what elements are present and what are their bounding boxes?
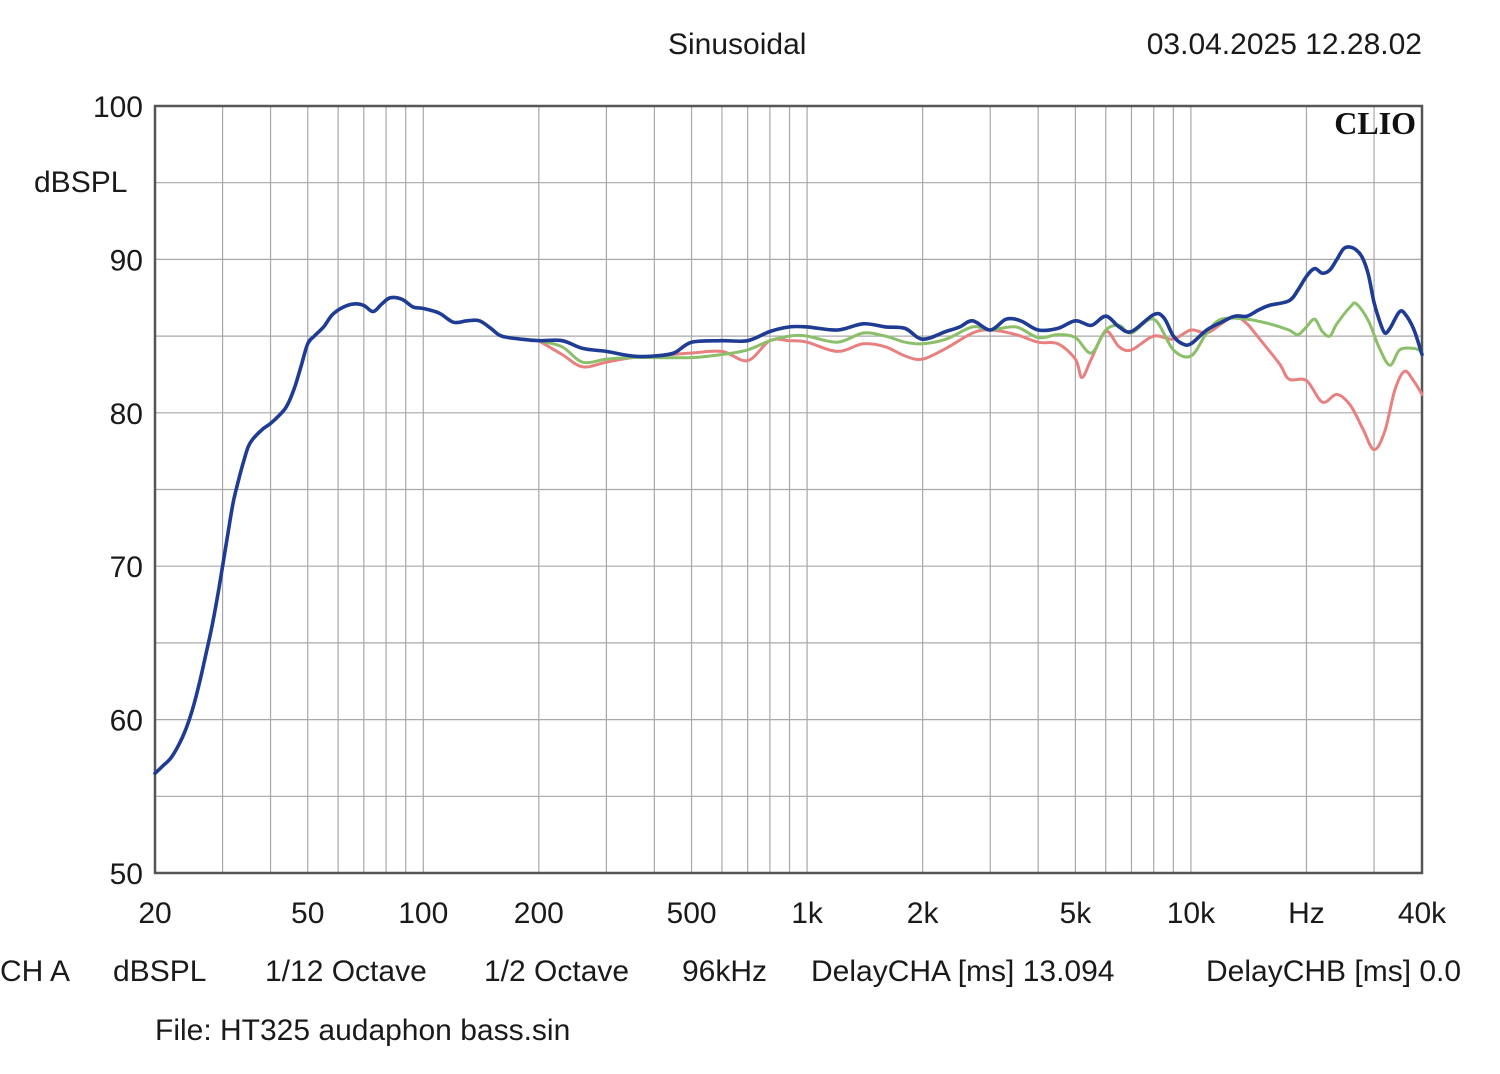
footer-resolution: 1/2 Octave [484,955,630,988]
x-tick-label: 40k [1398,897,1447,930]
curve-blue [153,245,1424,776]
y-tick-label: 70 [110,551,143,584]
x-tick-label: 1k [791,897,824,930]
footer-sample-rate: 96kHz [682,955,768,988]
x-axis-ticks: 20 50 100 200 500 1k 2k 5k 10k Hz 40k [138,897,1447,930]
x-tick-label: 2k [907,897,940,930]
x-tick-label: 100 [398,897,448,930]
footer-delay-cha: DelayCHA [ms] 13.094 [811,955,1115,988]
footer-file: File: HT325 audaphon bass.sin [155,1014,571,1047]
y-tick-label: 90 [110,244,143,277]
footer-channel: CH A [0,955,71,988]
timestamp: 03.04.2025 12.28.02 [1146,28,1422,61]
y-axis-unit-label: dBSPL [34,166,127,199]
footer-unit: dBSPL [113,955,207,988]
footer-delay-chb: DelayCHB [ms] 0.0 [1206,955,1462,988]
curve-green [537,301,1424,367]
x-tick-label: 500 [667,897,717,930]
y-axis-ticks: 100 90 80 70 60 50 [93,91,143,891]
x-tick-label: 10k [1167,897,1216,930]
y-tick-label: 60 [110,705,143,738]
chart-grid [155,106,1422,873]
chart-title: Sinusoidal [668,28,807,61]
x-tick-label: 200 [514,897,564,930]
footer-smoothing: 1/12 Octave [265,955,427,988]
y-tick-label: 80 [110,398,143,431]
y-tick-label: 50 [110,858,143,891]
x-tick-label: Hz [1288,897,1325,930]
clio-logo: CLIO [1334,105,1416,141]
curve-red [537,314,1424,452]
x-tick-label: 50 [291,897,324,930]
x-tick-label: 20 [138,897,171,930]
x-tick-label: 5k [1060,897,1093,930]
y-tick-label: 100 [93,91,143,124]
plot-frame [153,104,1424,875]
curves [153,245,1424,776]
